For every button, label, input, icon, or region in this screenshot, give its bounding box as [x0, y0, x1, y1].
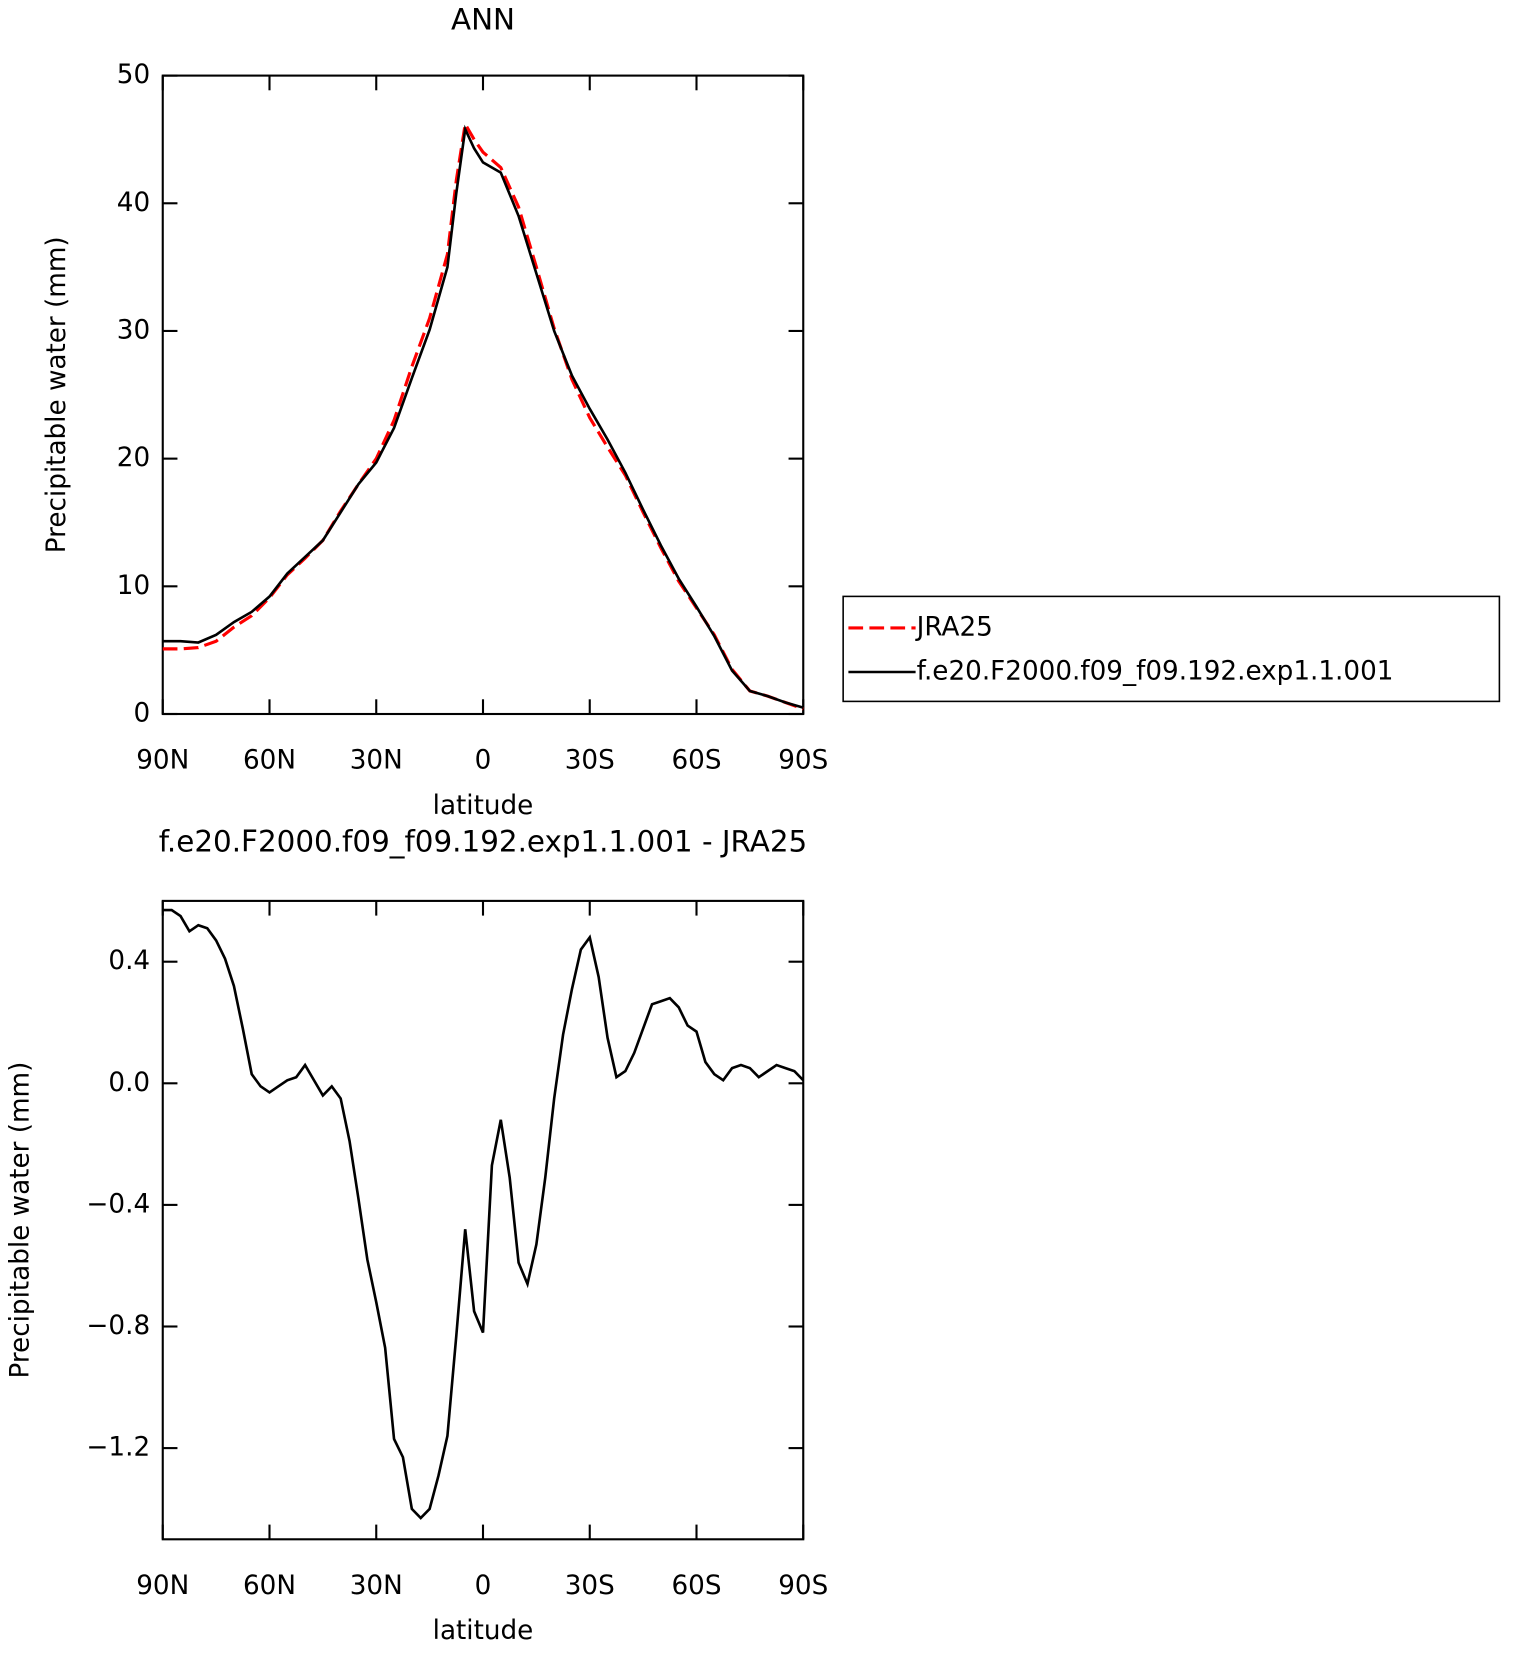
x-tick-label: 30N: [350, 746, 403, 776]
legend-label: f.e20.F2000.f09_f09.192.exp1.1.001: [917, 657, 1394, 687]
y-tick-label: 0.4: [108, 946, 150, 976]
data-line: [162, 119, 804, 711]
plot-frame: [161, 899, 805, 1541]
legend-box: [842, 595, 1501, 703]
plots: ANN latitude Precipitable water (mm) 90N 60N…: [6, 3, 1501, 1646]
chart-title: ANN: [451, 3, 515, 37]
legend-label: JRA25: [915, 612, 993, 642]
x-tick-label: 30N: [350, 1571, 403, 1601]
x-tick-label: 90N: [136, 746, 189, 776]
x-axis-label: latitude: [433, 791, 534, 821]
y-tick-label: −0.4: [86, 1189, 150, 1219]
y-tick-label: 20: [117, 443, 150, 473]
x-tick-label: 60S: [671, 746, 721, 776]
x-tick-label: 60S: [671, 1571, 721, 1601]
x-tick-label: 60N: [243, 746, 296, 776]
plot-frame: [161, 74, 805, 716]
data-line: [162, 908, 805, 1520]
chart-title: f.e20.F2000.f09_f09.192.exp1.1.001 - JRA…: [159, 825, 808, 859]
y-tick-label: 10: [117, 571, 150, 601]
x-tick-label: 30S: [565, 1571, 615, 1601]
y-tick-label: 0: [133, 699, 150, 729]
y-tick-label: −1.2: [86, 1433, 150, 1463]
data-line: [162, 124, 804, 709]
x-tick-label: 90S: [778, 1571, 828, 1601]
y-axis-label: Precipitable water (mm): [6, 1062, 36, 1379]
y-tick-label: 30: [117, 315, 150, 345]
y-tick-label: 40: [117, 188, 150, 218]
x-tick-label: 60N: [243, 1571, 296, 1601]
y-tick-label: 50: [117, 60, 150, 90]
x-axis-label: latitude: [433, 1616, 534, 1646]
x-tick-label: 30S: [565, 746, 615, 776]
x-tick-label: 0: [475, 1571, 492, 1601]
y-tick-label: 0.0: [108, 1068, 150, 1098]
x-tick-label: 0: [475, 746, 492, 776]
y-axis-label: Precipitable water (mm): [42, 236, 72, 553]
x-tick-label: 90S: [778, 746, 828, 776]
y-tick-label: −0.8: [86, 1311, 150, 1341]
x-tick-label: 90N: [136, 1571, 189, 1601]
